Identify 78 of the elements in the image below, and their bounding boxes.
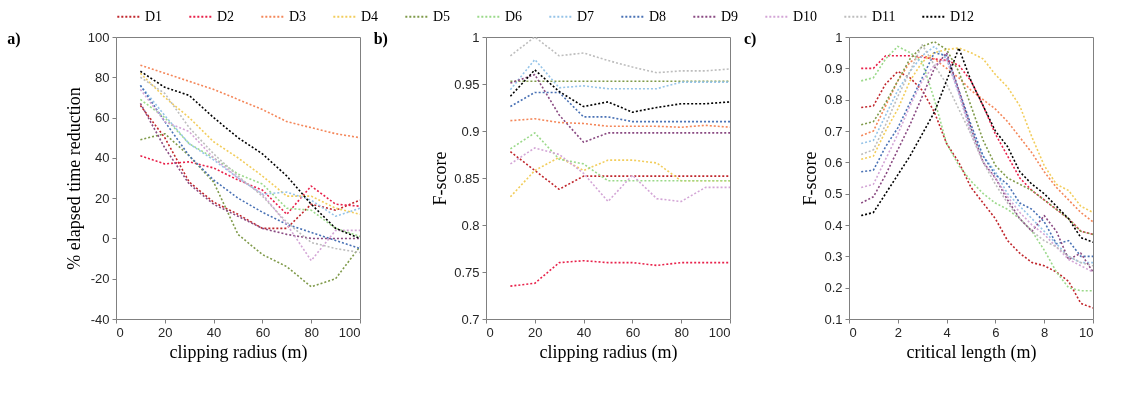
y-tick-label: 0.3 [824,248,843,264]
y-tick-label: 0.7 [824,123,843,139]
y-tick-label: 20 [95,190,110,206]
legend-label: D2 [217,8,235,24]
x-tick-label: 100 [708,324,731,340]
x-axis-title: critical length (m) [906,341,1037,363]
line-series [509,37,730,74]
legend-label: D3 [289,8,307,24]
y-tick-label: 60 [95,110,110,126]
y-axis-title: F-score [800,151,821,206]
x-axis-title: clipping radius (m) [539,341,678,363]
x-tick-label: 0 [116,324,124,340]
y-tick-label: 1 [472,29,480,45]
x-tick-label: 60 [255,324,271,340]
line-series [509,117,730,129]
legend-label: D4 [361,8,379,24]
legend-label: D1 [145,8,163,24]
legend-label: D9 [721,8,739,24]
y-tick-label: 0.4 [824,217,843,233]
y-tick-label: 0.7 [461,311,480,327]
y-tick-label: 0.95 [454,76,480,92]
line-series [139,64,360,139]
line-series [509,73,730,144]
line-series [139,132,360,288]
legend-label: D8 [649,8,667,24]
x-tick-label: 40 [576,324,592,340]
x-tick-label: 20 [528,324,543,340]
x-tick-label: 40 [206,324,222,340]
y-tick-label: 40 [95,150,110,166]
y-tick-label: 0 [102,230,110,246]
x-tick-label: 0 [849,324,857,340]
y-tick-label: 0.2 [824,280,843,296]
line-series [139,155,360,216]
y-tick-label: 0.9 [824,60,843,76]
y-tick-label: 0.8 [461,217,480,233]
legend-label: D12 [950,8,975,24]
y-tick-label: 0.6 [824,154,843,170]
legend-label: D7 [577,8,595,24]
chart-title: c) [743,30,757,48]
line-series [860,70,1093,309]
x-tick-label: 10 [1079,324,1094,340]
line-series [509,91,730,123]
line-series [509,259,730,287]
x-tick-label: 0 [486,324,494,340]
x-tick-label: 80 [304,324,319,340]
y-tick-label: 1 [835,29,843,45]
y-tick-label: 0.1 [824,311,843,327]
y-axis-title: % elapsed time reduction [63,87,84,270]
x-tick-label: 6 [992,324,1000,340]
legend-label: D6 [505,8,523,24]
y-tick-label: 0.5 [824,186,843,202]
x-tick-label: 80 [674,324,689,340]
y-tick-label: 0.75 [454,264,480,280]
legend-label: D10 [793,8,818,24]
y-tick-label: 0.9 [461,123,480,139]
y-axis-title: F-score [430,151,451,206]
line-series [509,132,730,182]
y-tick-label: 0.8 [824,92,843,108]
line-series [509,147,730,203]
line-series [509,150,730,191]
x-axis-title: clipping radius (m) [169,341,308,363]
chart-title: b) [373,30,388,48]
x-tick-label: 8 [1041,324,1049,340]
x-tick-label: 4 [943,324,951,340]
line-series [509,69,730,113]
y-tick-label: 0.85 [454,170,480,186]
chart-title: a) [7,30,21,48]
x-tick-label: 100 [338,324,361,340]
y-tick-label: 100 [87,29,110,45]
x-tick-label: 20 [158,324,173,340]
line-series [509,58,730,91]
y-tick-label: -20 [90,271,110,287]
y-tick-label: 80 [95,69,110,85]
y-tick-label: -40 [90,311,110,327]
x-tick-label: 60 [625,324,641,340]
legend-label: D5 [433,8,451,24]
legend-label: D11 [872,8,896,24]
x-tick-label: 2 [894,324,902,340]
